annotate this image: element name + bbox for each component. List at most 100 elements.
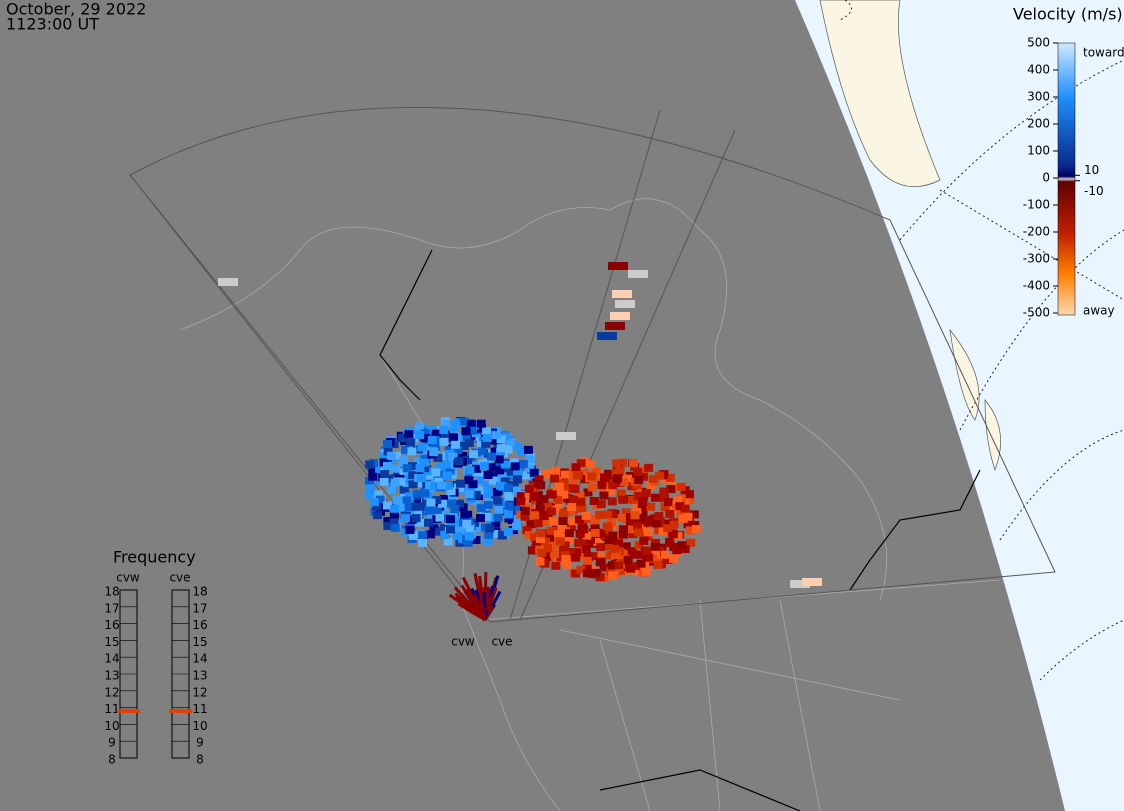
cell [417,502,427,511]
cell [416,473,426,482]
cell [617,553,627,562]
cell [583,488,593,497]
cell [386,474,396,483]
cell [535,535,545,544]
cell [382,501,392,510]
cell [373,490,383,499]
cell [469,518,479,527]
cell [427,513,437,522]
cell [615,566,625,575]
cell [641,488,651,497]
frequency-tick-label: 16 [192,618,207,632]
cell [386,451,396,460]
cell [494,455,504,464]
cell [427,425,437,434]
cell [460,510,470,519]
cell [492,487,502,496]
cell [446,487,456,496]
cell [607,497,617,506]
cell [527,546,537,555]
cell [483,501,493,510]
colorbar-tick-label: -300 [1023,252,1050,266]
cell [471,535,481,544]
frequency-tick-label: 13 [104,669,119,683]
cell [478,472,488,481]
cell [566,548,576,557]
cell [402,464,412,473]
cell [450,505,460,514]
cell [504,483,514,492]
cell [558,517,568,526]
cell [634,492,644,501]
cell [464,490,474,499]
cell [518,459,528,468]
cell [612,290,632,298]
cell [648,475,658,484]
cell [632,501,642,510]
day-side [795,0,1124,811]
frequency-tick-label: 12 [192,685,207,699]
colorbar-tick-label: -400 [1023,279,1050,293]
away-label: away [1083,304,1115,318]
cell [409,434,419,443]
cell [462,519,472,528]
cell [368,466,378,475]
cell [541,537,551,546]
colorbar-tick-label: 300 [1027,90,1050,104]
cell [503,510,513,519]
cell [436,481,446,490]
cell [412,489,422,498]
cell [582,531,592,540]
cell [621,508,631,517]
cell [504,467,514,476]
cell [375,495,385,504]
cell [564,529,574,538]
cell [449,424,459,433]
cell [605,487,615,496]
cell [587,483,597,492]
cell [583,569,593,578]
cell [676,482,686,491]
cell [475,434,485,443]
cell [405,525,415,534]
cell [644,553,654,562]
cell [572,548,582,557]
cell [602,522,612,531]
colorbar-tick-label: -500 [1023,306,1050,320]
cell [638,508,648,517]
cell [559,490,569,499]
cell [407,462,417,471]
radar-site-label: cvw [451,635,475,649]
cell [542,552,552,561]
frequency-tick-label: 14 [104,652,119,666]
cell [543,501,553,510]
cell [638,472,648,481]
cell [417,443,427,452]
cell [579,525,589,534]
cell [415,464,425,473]
cell [512,522,522,531]
cell [471,490,481,499]
cell [513,468,523,477]
cell [602,510,612,519]
cell [368,472,378,481]
cell [418,538,428,547]
radar-name: cve [169,571,190,585]
cell [415,518,425,527]
cell [569,476,579,485]
cell [383,522,393,531]
cell [529,492,539,501]
cell [594,552,604,561]
cell [632,562,642,571]
cell [541,470,551,479]
cell [581,541,591,550]
cell [446,525,456,534]
cell [636,559,646,568]
cell [669,505,679,514]
cell [365,460,375,469]
cell [500,460,510,469]
cell [632,487,642,496]
cell [466,420,476,429]
grid-circles [839,0,1124,681]
cell [477,447,487,456]
